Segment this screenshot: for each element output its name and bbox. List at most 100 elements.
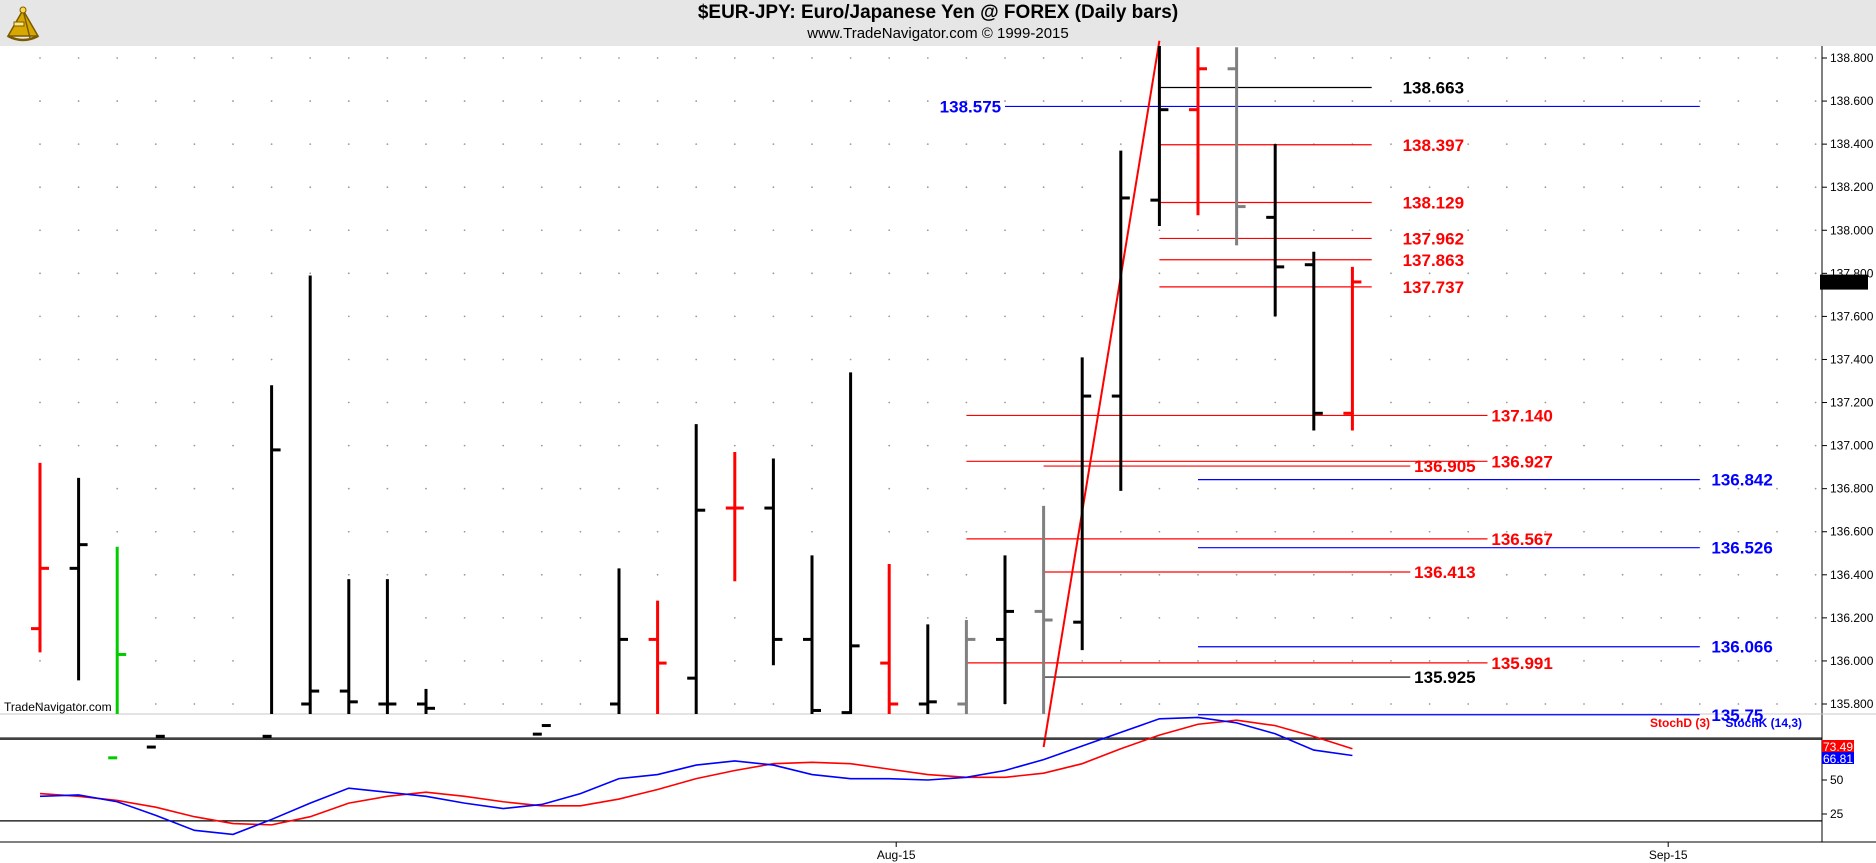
grid-dot bbox=[926, 186, 929, 189]
grid-dot bbox=[1158, 229, 1161, 232]
level-label: 136.413 bbox=[1414, 563, 1475, 582]
grid-dot bbox=[772, 358, 775, 361]
grid-dot bbox=[1776, 401, 1778, 404]
grid-dot bbox=[965, 186, 968, 189]
grid-dot bbox=[193, 573, 196, 576]
grid-dot bbox=[1660, 229, 1663, 232]
grid-dot bbox=[425, 57, 427, 59]
grid-dot bbox=[656, 57, 659, 59]
grid-dot bbox=[1583, 143, 1585, 146]
grid-dot bbox=[888, 272, 891, 275]
grid-dot bbox=[1467, 315, 1470, 318]
grid-dot bbox=[1042, 315, 1045, 318]
grid-dot bbox=[695, 100, 698, 102]
grid-dot bbox=[926, 358, 929, 361]
grid-dot bbox=[579, 57, 582, 59]
grid-dot bbox=[1544, 530, 1547, 533]
grid-dot bbox=[656, 530, 659, 533]
grid-dot bbox=[1544, 100, 1547, 102]
grid-dot bbox=[1351, 616, 1354, 619]
grid-dot bbox=[1776, 186, 1778, 189]
grid-dot bbox=[386, 401, 389, 404]
grid-dot bbox=[811, 57, 813, 59]
grid-dot bbox=[154, 487, 157, 490]
stochK-line bbox=[39, 716, 1353, 836]
grid-dot bbox=[39, 315, 41, 318]
grid-dot bbox=[154, 57, 157, 59]
level-label: 135.75 bbox=[1711, 706, 1763, 725]
grid-dot bbox=[1004, 57, 1006, 59]
grid-dot bbox=[347, 57, 350, 59]
grid-dot bbox=[965, 573, 968, 576]
grid-dot bbox=[579, 487, 582, 490]
grid-dot bbox=[1660, 315, 1663, 318]
grid-dot bbox=[1698, 573, 1701, 576]
grid-dot bbox=[965, 143, 968, 146]
grid-dot bbox=[1197, 616, 1199, 619]
grid-dot bbox=[772, 186, 775, 189]
grid-dot bbox=[579, 401, 582, 404]
grid-dot bbox=[154, 186, 157, 189]
ohlc-bar bbox=[1266, 144, 1285, 317]
grid-dot bbox=[1583, 616, 1585, 619]
grid-dot bbox=[1390, 272, 1392, 275]
grid-dot bbox=[965, 401, 968, 404]
grid-dot bbox=[656, 229, 659, 232]
stochastic-axis: 50 25 bbox=[1822, 773, 1844, 821]
grid-dot bbox=[116, 100, 119, 102]
grid-dot bbox=[1544, 401, 1547, 404]
ohlc-bar bbox=[1189, 47, 1207, 216]
grid-dot bbox=[1660, 616, 1663, 619]
grid-dot bbox=[77, 229, 80, 232]
watermark: TradeNavigator.com bbox=[4, 700, 112, 714]
grid-dot bbox=[1544, 272, 1547, 275]
grid-dot bbox=[1004, 401, 1006, 404]
grid-dot bbox=[502, 401, 505, 404]
grid-dot bbox=[1698, 703, 1701, 705]
grid-dot bbox=[425, 401, 427, 404]
grid-dot bbox=[1351, 186, 1354, 189]
grid-dot bbox=[1390, 444, 1392, 447]
grid-dot bbox=[1660, 401, 1663, 404]
grid-dot bbox=[1004, 315, 1006, 318]
price-tick-label: 136.800 bbox=[1830, 482, 1874, 496]
grid-dot bbox=[232, 186, 234, 189]
grid-dot bbox=[193, 487, 196, 490]
grid-dot bbox=[926, 616, 929, 619]
grid-dot bbox=[811, 143, 813, 146]
ohlc-bar bbox=[803, 555, 821, 714]
grid-dot bbox=[1660, 143, 1663, 146]
grid-dot bbox=[1737, 358, 1740, 361]
grid-dot bbox=[1737, 444, 1740, 447]
grid-dot bbox=[1660, 530, 1663, 533]
grid-dot bbox=[1544, 229, 1547, 232]
grid-dot bbox=[232, 315, 234, 318]
grid-dot bbox=[811, 530, 813, 533]
grid-dot bbox=[1660, 703, 1663, 705]
grid-dot bbox=[1312, 530, 1315, 533]
grid-dot bbox=[1312, 57, 1315, 59]
grid-dot bbox=[1042, 143, 1045, 146]
grid-dot bbox=[1197, 487, 1199, 490]
grid-dot bbox=[1544, 444, 1547, 447]
grid-dot bbox=[1158, 272, 1161, 275]
grid-dot bbox=[1814, 487, 1817, 490]
grid-dot bbox=[463, 444, 466, 447]
grid-dot bbox=[965, 487, 968, 490]
trendline bbox=[1042, 40, 1161, 748]
grid-dot bbox=[1814, 143, 1817, 146]
grid-dot bbox=[1505, 315, 1508, 318]
grid-dot bbox=[656, 272, 659, 275]
grid-dot bbox=[1235, 487, 1238, 490]
grid-dot bbox=[656, 315, 659, 318]
grid-dot bbox=[618, 358, 620, 361]
ohlc-bar bbox=[648, 600, 667, 714]
grid-dot bbox=[1660, 100, 1663, 102]
grid-dot bbox=[1390, 358, 1392, 361]
grid-dot bbox=[1312, 703, 1315, 705]
grid-dot bbox=[1583, 57, 1585, 59]
grid-dot bbox=[540, 703, 543, 705]
grid-dot bbox=[1776, 315, 1778, 318]
grid-dot bbox=[1197, 444, 1199, 447]
